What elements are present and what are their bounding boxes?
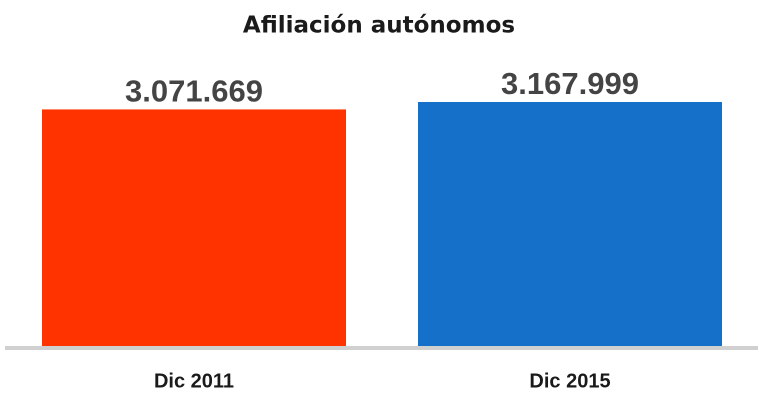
x-tick-label: Dic 2015: [529, 370, 610, 392]
bar: [42, 109, 346, 346]
x-tick-label: Dic 2011: [154, 370, 234, 392]
value-label: 3.167.999: [501, 66, 639, 101]
chart-title: Afiliación autónomos: [243, 13, 515, 39]
value-label: 3.071.669: [125, 74, 263, 109]
bar: [418, 102, 722, 346]
